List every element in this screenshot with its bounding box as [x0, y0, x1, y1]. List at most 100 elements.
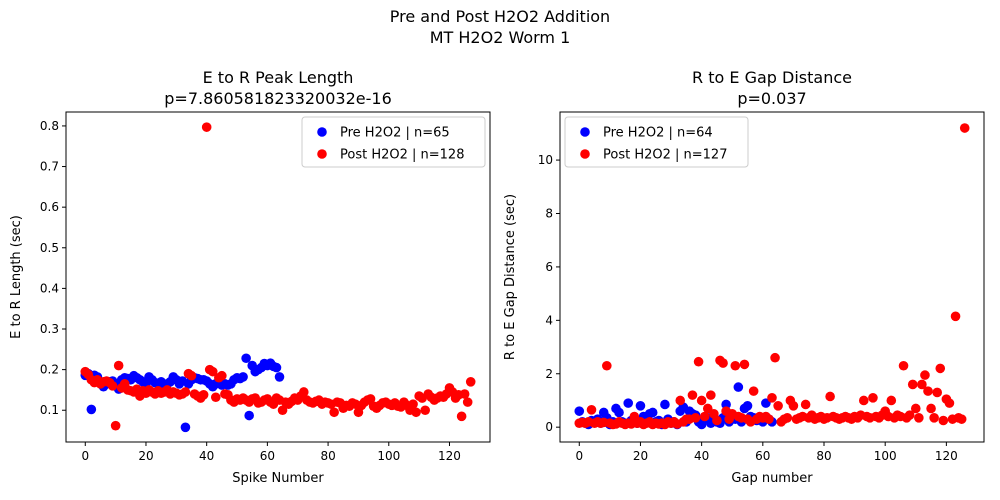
y-tick-label: 0 [545, 420, 553, 434]
y-tick-label: 10 [538, 153, 553, 167]
data-point [180, 387, 191, 397]
data-point [693, 356, 704, 367]
x-tick-label: 40 [199, 449, 214, 463]
series-2 [574, 123, 970, 430]
data-point [904, 410, 915, 420]
figure-suptitle-line2: MT H2O2 Worm 1 [429, 28, 571, 47]
y-tick-label: 0.7 [40, 160, 59, 174]
data-point [660, 399, 670, 410]
data-point [748, 386, 759, 396]
data-point [868, 392, 878, 403]
data-point [107, 381, 118, 391]
data-point [86, 404, 97, 415]
chart-title-line2: p=7.860581823320032e-16 [164, 89, 392, 108]
data-point [764, 414, 774, 424]
data-point [274, 372, 285, 382]
data-point [944, 398, 955, 408]
data-point [917, 379, 927, 390]
x-tick-label: 120 [438, 449, 461, 463]
x-tick-label: 60 [260, 449, 275, 463]
x-tick-label: 40 [694, 449, 709, 463]
data-point [788, 401, 799, 411]
data-point [956, 414, 967, 424]
y-tick-label: 8 [545, 206, 553, 220]
data-point [614, 407, 624, 418]
data-point [113, 360, 124, 371]
data-point [365, 394, 376, 404]
data-point [635, 401, 646, 411]
data-point [647, 407, 658, 418]
y-tick-label: 4 [545, 313, 553, 327]
data-point [244, 410, 254, 421]
data-point [699, 411, 710, 422]
y-tick-label: 0.3 [40, 322, 59, 336]
data-point [721, 399, 731, 410]
x-tick-label: 100 [874, 449, 897, 463]
data-point [687, 390, 698, 400]
x-axis-label: Spike Number [232, 471, 324, 486]
legend-label: Post H2O2 | n=128 [340, 148, 464, 163]
x-tick-label: 80 [320, 449, 335, 463]
data-point [950, 311, 961, 322]
y-tick-label: 0.5 [40, 241, 59, 255]
x-tick-label: 60 [755, 449, 770, 463]
data-point [770, 352, 780, 363]
data-point [110, 420, 121, 431]
y-tick-label: 0.2 [40, 363, 59, 377]
y-tick-label: 0.1 [40, 403, 59, 417]
x-tick-label: 20 [633, 449, 648, 463]
x-tick-label: 80 [816, 449, 831, 463]
y-axis-label: R to E Gap Distance (sec) [503, 194, 518, 360]
data-point [420, 405, 431, 416]
data-point [217, 370, 227, 381]
data-point [825, 391, 835, 402]
data-point [696, 395, 707, 406]
chart-title-line1: E to R Peak Length [203, 68, 354, 87]
data-point [298, 387, 309, 397]
data-point [914, 413, 924, 423]
chart-title-line1: R to E Gap Distance [692, 68, 852, 87]
data-point [186, 370, 197, 381]
data-point [923, 386, 933, 396]
legend-box [564, 116, 749, 168]
chart-title-line2: p=0.037 [737, 89, 806, 108]
data-point [739, 359, 750, 370]
legend: Pre H2O2 | n=64 Post H2O2 | n=127 [564, 116, 749, 168]
data-point [465, 377, 476, 387]
data-point [886, 395, 897, 406]
data-point [210, 392, 221, 403]
x-tick-label: 0 [575, 449, 583, 463]
data-point [712, 415, 722, 426]
data-point [586, 405, 597, 415]
plot-area [65, 111, 491, 443]
data-point [742, 401, 753, 411]
data-point [959, 123, 970, 133]
data-point [907, 379, 918, 390]
data-point [730, 360, 741, 371]
data-point [782, 413, 793, 423]
chart-panel-1: E to R Peak Length p=7.860581823320032e-1… [9, 68, 491, 486]
data-point [938, 415, 949, 426]
data-point [456, 411, 467, 422]
data-point [773, 401, 783, 411]
figure-suptitle-line1: Pre and Post H2O2 Addition [389, 7, 611, 26]
data-point [932, 387, 942, 398]
data-point [935, 363, 946, 374]
data-point [411, 407, 421, 418]
x-tick-label: 0 [81, 449, 89, 463]
data-point [929, 413, 939, 423]
data-point [733, 382, 744, 392]
x-tick-label: 20 [138, 449, 153, 463]
plot-area [559, 111, 985, 443]
data-point [180, 422, 191, 433]
data-point [706, 390, 716, 400]
series-2 [80, 122, 476, 431]
y-tick-label: 0.8 [40, 119, 59, 133]
data-point [718, 358, 728, 368]
legend-label: Post H2O2 | n=127 [603, 148, 727, 163]
x-axis-label: Gap number [731, 471, 813, 486]
x-tick-label: 100 [377, 449, 400, 463]
legend: Pre H2O2 | n=65 Post H2O2 | n=128 [301, 116, 486, 168]
data-point [241, 353, 251, 364]
